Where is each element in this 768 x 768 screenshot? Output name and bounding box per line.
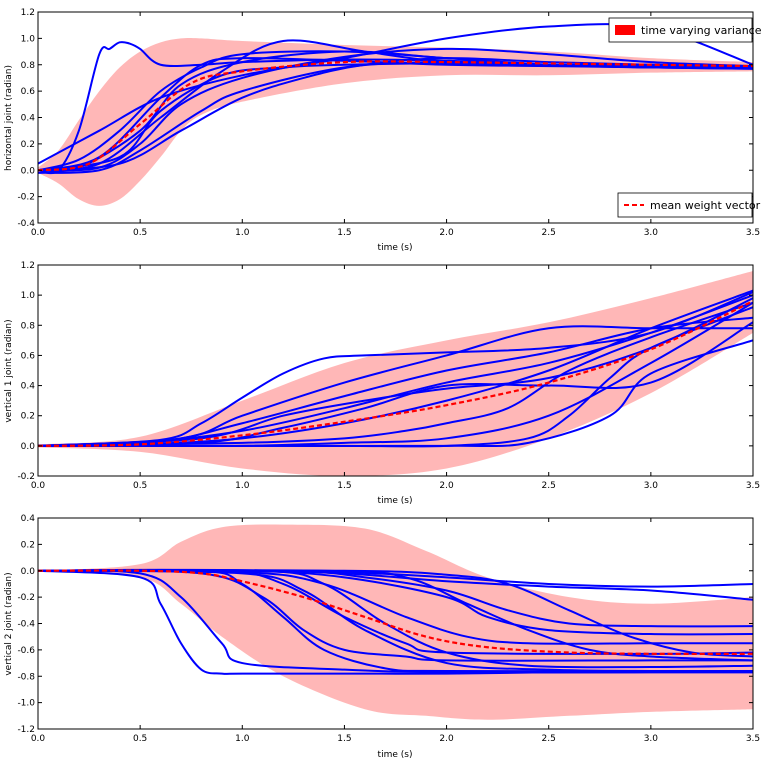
variance-band <box>38 524 753 720</box>
variance-band <box>38 271 753 476</box>
x-tick-label: 2.0 <box>439 734 454 744</box>
y-tick-label: -0.2 <box>17 193 35 203</box>
x-tick-label: 3.0 <box>644 481 659 491</box>
x-tick-label: 1.5 <box>337 481 351 491</box>
y-tick-label: -0.2 <box>17 593 35 603</box>
y-axis-label: horizontal joint (radian) <box>4 65 14 171</box>
x-axis-label: time (s) <box>378 496 413 506</box>
trajectory-line <box>38 291 753 447</box>
x-tick-label: 2.0 <box>439 228 454 238</box>
y-tick-label: 1.0 <box>21 291 36 301</box>
x-tick-label: 2.5 <box>542 228 556 238</box>
x-tick-label: 3.5 <box>746 481 760 491</box>
mean-layer <box>38 300 753 447</box>
legend-variance-label: time varying variance <box>641 24 762 37</box>
y-tick-label: -0.8 <box>17 672 35 682</box>
y-axis-label: vertical 1 joint (radian) <box>4 319 14 422</box>
trajectory-line <box>38 569 753 662</box>
y-tick-label: 1.2 <box>21 8 35 18</box>
x-tick-label: 0.0 <box>31 481 46 491</box>
x-tick-label: 2.5 <box>542 734 556 744</box>
y-tick-label: 0.6 <box>21 87 36 97</box>
x-tick-label: 0.5 <box>133 481 147 491</box>
trajectory-line <box>38 569 753 645</box>
trajectory-line <box>38 316 753 447</box>
x-tick-label: 3.5 <box>746 734 760 744</box>
y-ticks: -1.2 -1.0 -0.8 -0.6 -0.4 -0.2 0.0 0.2 0.4 <box>17 514 753 735</box>
y-tick-label: 0.4 <box>21 114 36 124</box>
y-tick-label: 0.0 <box>21 442 36 452</box>
x-ticks: 0.0 0.5 1.0 1.5 2.0 2.5 3.0 3.5 <box>31 518 760 744</box>
variance-band <box>38 37 753 206</box>
plot-area <box>38 23 753 206</box>
variance-layer <box>38 271 753 476</box>
panel-horizontal-joint: 0.0 0.5 1.0 1.5 2.0 2.5 3.0 3.5 -0.4-0.20.00.20… <box>4 8 762 253</box>
x-axis-label: time (s) <box>378 243 413 253</box>
y-tick-label: 0.2 <box>21 140 35 150</box>
trajectory-line <box>38 339 753 448</box>
y-tick-label: 0.2 <box>21 412 35 422</box>
y-tick-label: 0.8 <box>21 61 36 71</box>
trajectory-line <box>38 301 753 447</box>
plot-area <box>38 524 753 720</box>
y-tick-label: 0.4 <box>21 382 36 392</box>
x-tick-label: 0.5 <box>133 734 147 744</box>
x-tick-label: 3.5 <box>746 228 760 238</box>
y-tick-label: 0.2 <box>21 540 35 550</box>
mean-line <box>38 60 753 172</box>
x-tick-label: 0.5 <box>133 228 147 238</box>
y-tick-label: -1.2 <box>17 725 35 735</box>
plot-area <box>38 271 753 476</box>
x-tick-label: 1.0 <box>235 228 250 238</box>
mean-line <box>38 300 753 447</box>
y-tick-label: 0.0 <box>21 166 36 176</box>
y-tick-label: -0.4 <box>17 620 35 630</box>
x-tick-label: 0.0 <box>31 734 46 744</box>
y-tick-label: -0.6 <box>17 646 35 656</box>
variance-layer <box>38 524 753 720</box>
x-tick-label: 1.0 <box>235 734 250 744</box>
y-tick-label: 0.0 <box>21 567 36 577</box>
trajectory-layer <box>38 289 753 448</box>
x-ticks: 0.0 0.5 1.0 1.5 2.0 2.5 3.0 3.5 <box>31 12 760 238</box>
y-axis-label: vertical 2 joint (radian) <box>4 572 14 675</box>
y-tick-label: 0.6 <box>21 351 36 361</box>
x-axis-label: time (s) <box>378 750 413 760</box>
legend-mean-label: mean weight vector <box>650 199 761 212</box>
legend-variance-swatch <box>615 25 635 35</box>
legend-mean: mean weight vector <box>617 192 761 218</box>
y-tick-label: -0.2 <box>17 472 35 482</box>
y-tick-label: 0.4 <box>21 514 36 524</box>
y-tick-label: 1.2 <box>21 261 35 271</box>
y-tick-label: 1.0 <box>21 34 36 44</box>
x-tick-label: 3.0 <box>644 228 659 238</box>
x-tick-label: 3.0 <box>644 734 659 744</box>
x-tick-label: 1.5 <box>337 734 351 744</box>
y-ticks: -0.4 -0.2 0.0 0.2 0.4 0.6 0.8 1.0 1.2 <box>17 8 753 229</box>
trajectory-line <box>38 569 753 658</box>
trajectory-line <box>38 297 753 447</box>
x-tick-label: 1.0 <box>235 481 250 491</box>
panel-vertical-1-joint: 0.0 0.5 1.0 1.5 2.0 2.5 3.0 3.5 -0.20.00.20.40.… <box>4 261 760 506</box>
x-ticks: 0.0 0.5 1.0 1.5 2.0 2.5 3.0 3.5 <box>31 265 760 491</box>
y-ticks: -0.2 0.0 0.2 0.4 0.6 0.8 1.0 1.2 <box>17 261 753 482</box>
mean-layer <box>38 569 753 656</box>
variance-layer <box>38 37 753 206</box>
x-tick-label: 2.0 <box>439 481 454 491</box>
mean-line <box>38 569 753 656</box>
legend-variance: time varying variance <box>608 17 762 43</box>
mean-layer <box>38 60 753 172</box>
x-tick-label: 1.5 <box>337 228 351 238</box>
panel-vertical-2-joint: 0.0 0.5 1.0 1.5 2.0 2.5 3.0 3.5 -1.2 -1.0 -0.8 -0.… <box>4 514 760 760</box>
trajectory-line <box>38 62 753 172</box>
x-tick-label: 0.0 <box>31 228 46 238</box>
trajectory-line <box>38 569 753 674</box>
y-tick-label: -0.4 <box>17 219 35 229</box>
y-tick-label: -1.0 <box>17 699 35 709</box>
y-tick-label: 0.8 <box>21 321 36 331</box>
x-tick-label: 2.5 <box>542 481 556 491</box>
axes-frame <box>37 264 754 477</box>
trajectory-line <box>38 47 753 172</box>
